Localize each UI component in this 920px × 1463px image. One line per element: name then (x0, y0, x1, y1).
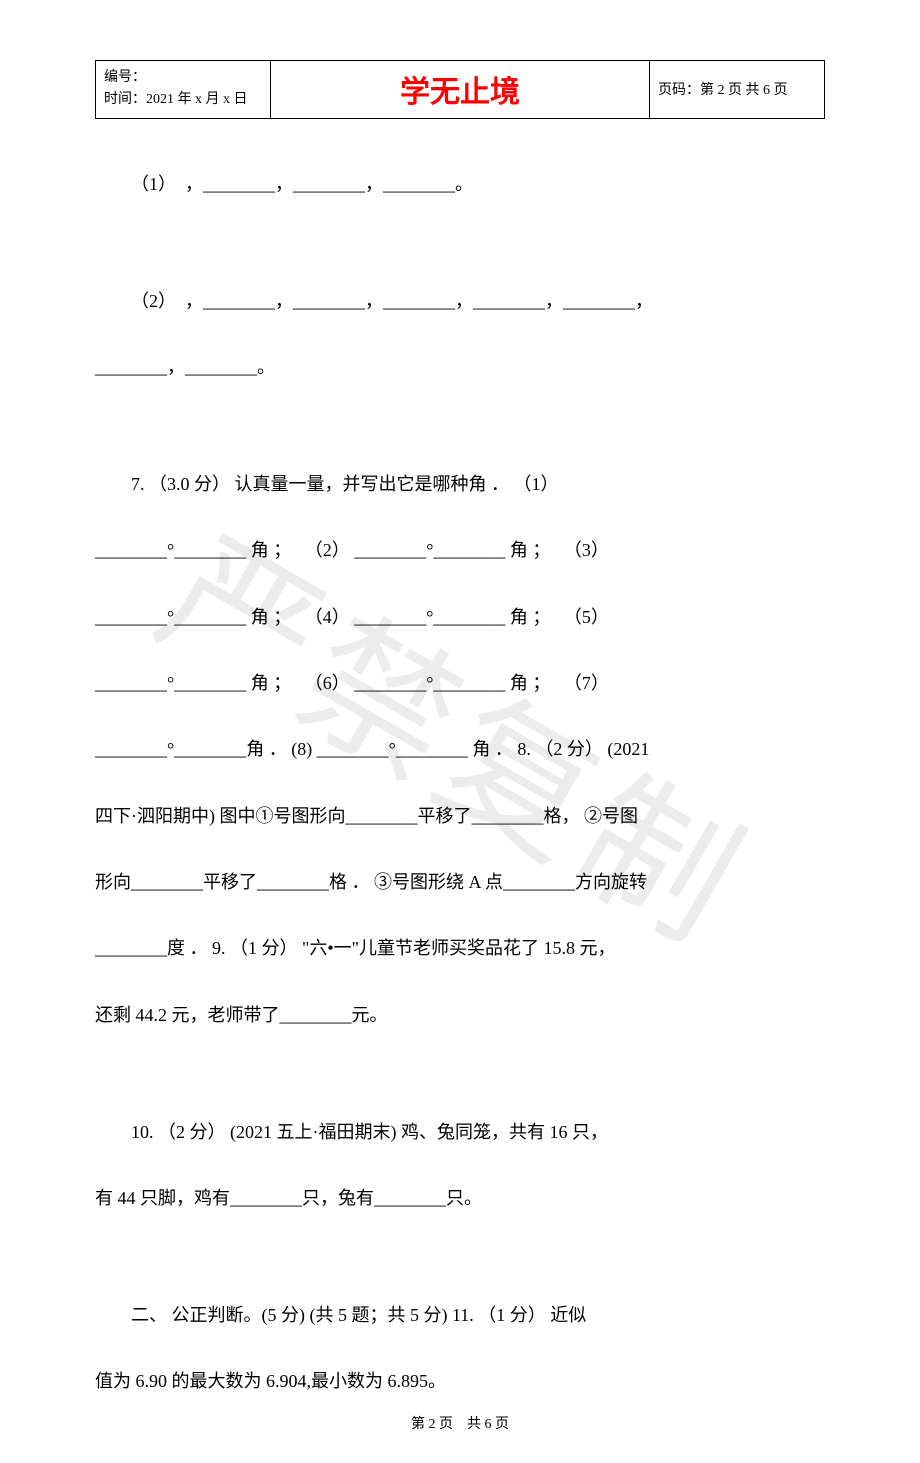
section-2-line1: 二、 公正判断。(5 分) (共 5 题；共 5 分) 11. （1 分） 近似 (95, 1290, 825, 1340)
header-left-cell: 编号： 时间：2021 年 x 月 x 日 (96, 61, 271, 119)
page-footer: 第 2 页 共 6 页 (0, 1413, 920, 1433)
header-table: 编号： 时间：2021 年 x 月 x 日 学无止境 页码：第 2 页 共 6 … (95, 60, 825, 119)
header-title: 学无止境 (400, 76, 520, 109)
question-8-line3: 形向________平移了________格 ． ③号图形绕 A 点______… (95, 857, 825, 907)
question-2-line1: （2） ，________，________，________，________… (95, 276, 825, 326)
page-label: 页码： (658, 83, 700, 98)
question-7-line2: ________°________ 角 ； （2） ________°_____… (95, 525, 825, 575)
question-9-line2: 还剩 44.2 元，老师带了________元。 (95, 990, 825, 1040)
question-7-line4: ________°________ 角 ； （6） ________°_____… (95, 658, 825, 708)
question-8-line2: 四下·泗阳期中) 图中①号图形向________平移了________格， ②号… (95, 791, 825, 841)
document-page: 严禁复制 编号： 时间：2021 年 x 月 x 日 学无止境 页码：第 2 页… (0, 0, 920, 1463)
question-10-line1: 10. （2 分） (2021 五上·福田期末) 鸡、兔同笼，共有 16 只， (95, 1107, 825, 1157)
document-content: （1） ，________，________，________。 （2） ，__… (95, 159, 825, 1407)
time-value: 2021 年 x 月 x 日 (146, 92, 248, 107)
question-2-line2: ________，________。 (95, 342, 825, 392)
question-10-line2: 有 44 只脚，鸡有________只，兔有________只。 (95, 1173, 825, 1223)
page-value: 第 2 页 共 6 页 (700, 83, 788, 98)
section-2-line2: 值为 6.90 的最大数为 6.904,最小数为 6.895。 (95, 1356, 825, 1406)
question-7-line5-q8: ________°________角 ． (8) ________°______… (95, 724, 825, 774)
serial-label: 编号： (104, 70, 146, 85)
time-label: 时间： (104, 92, 146, 107)
header-right-cell: 页码：第 2 页 共 6 页 (650, 61, 825, 119)
header-center-cell: 学无止境 (270, 61, 649, 119)
question-8-line4-q9: ________度 ． 9. （1 分） "六•一"儿童节老师买奖品花了 15.… (95, 923, 825, 973)
question-1: （1） ，________，________，________。 (95, 159, 825, 209)
question-7-intro: 7. （3.0 分） 认真量一量，并写出它是哪种角 ． （1） (95, 459, 825, 509)
question-7-line3: ________°________ 角 ； （4） ________°_____… (95, 592, 825, 642)
